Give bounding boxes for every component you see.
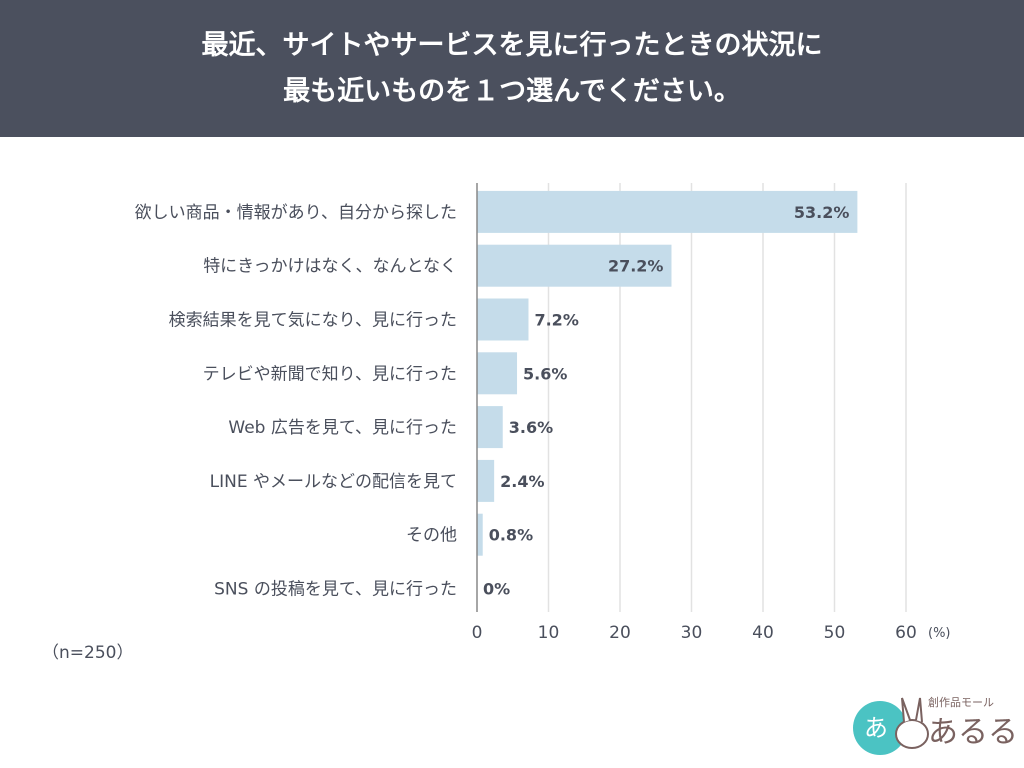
bar: [477, 190, 858, 233]
x-tick-label: 10: [538, 623, 560, 643]
svg-text:あるる: あるる: [928, 715, 1018, 750]
data-label: 53.2%: [794, 203, 850, 222]
category-label: 欲しい商品・情報があり、自分から探した: [135, 203, 457, 223]
bar: [477, 406, 503, 449]
logo: あ 創作品モール あるる: [850, 690, 1020, 760]
bar: [477, 459, 495, 502]
category-label: Web 広告を見て、見に行った: [228, 418, 457, 438]
category-label: 特にきっかけはなく、なんとなく: [203, 257, 457, 277]
x-tick-label: 40: [752, 623, 774, 643]
sample-size-note: （n=250）: [42, 643, 134, 663]
title-line-1: 最近、サイトやサービスを見に行ったときの状況に: [201, 29, 823, 61]
x-tick-label: 20: [609, 623, 631, 643]
data-label: 27.2%: [608, 257, 664, 276]
data-label: 3.6%: [509, 418, 553, 437]
category-label: テレビや新聞で知り、見に行った: [203, 364, 457, 384]
x-tick-label: 0: [472, 623, 483, 643]
data-label: 5.6%: [523, 364, 567, 383]
data-label: 2.4%: [500, 472, 544, 491]
header: 最近、サイトやサービスを見に行ったときの状況に 最も近いものを１つ選んでください…: [0, 0, 1024, 137]
x-unit-label: (%): [928, 626, 951, 641]
x-tick-label: 30: [681, 623, 703, 643]
data-label: 0.8%: [489, 526, 533, 545]
category-label: 検索結果を見て気になり、見に行った: [169, 311, 457, 331]
bar: [477, 298, 529, 341]
category-label: LINE やメールなどの配信を見て: [210, 472, 457, 492]
x-tick-label: 60: [895, 623, 917, 643]
category-label: その他: [406, 526, 457, 546]
category-label: SNS の投稿を見て、見に行った: [214, 580, 457, 600]
title-line-2: 最も近いものを１つ選んでください。: [283, 75, 741, 107]
bar: [477, 513, 483, 556]
bar: [477, 244, 672, 287]
svg-text:あ: あ: [864, 714, 888, 742]
data-label: 7.2%: [534, 311, 578, 330]
data-label: 0%: [483, 580, 510, 599]
bar: [477, 352, 518, 395]
x-tick-label: 50: [824, 623, 846, 643]
svg-text:創作品モール: 創作品モール: [928, 695, 994, 709]
